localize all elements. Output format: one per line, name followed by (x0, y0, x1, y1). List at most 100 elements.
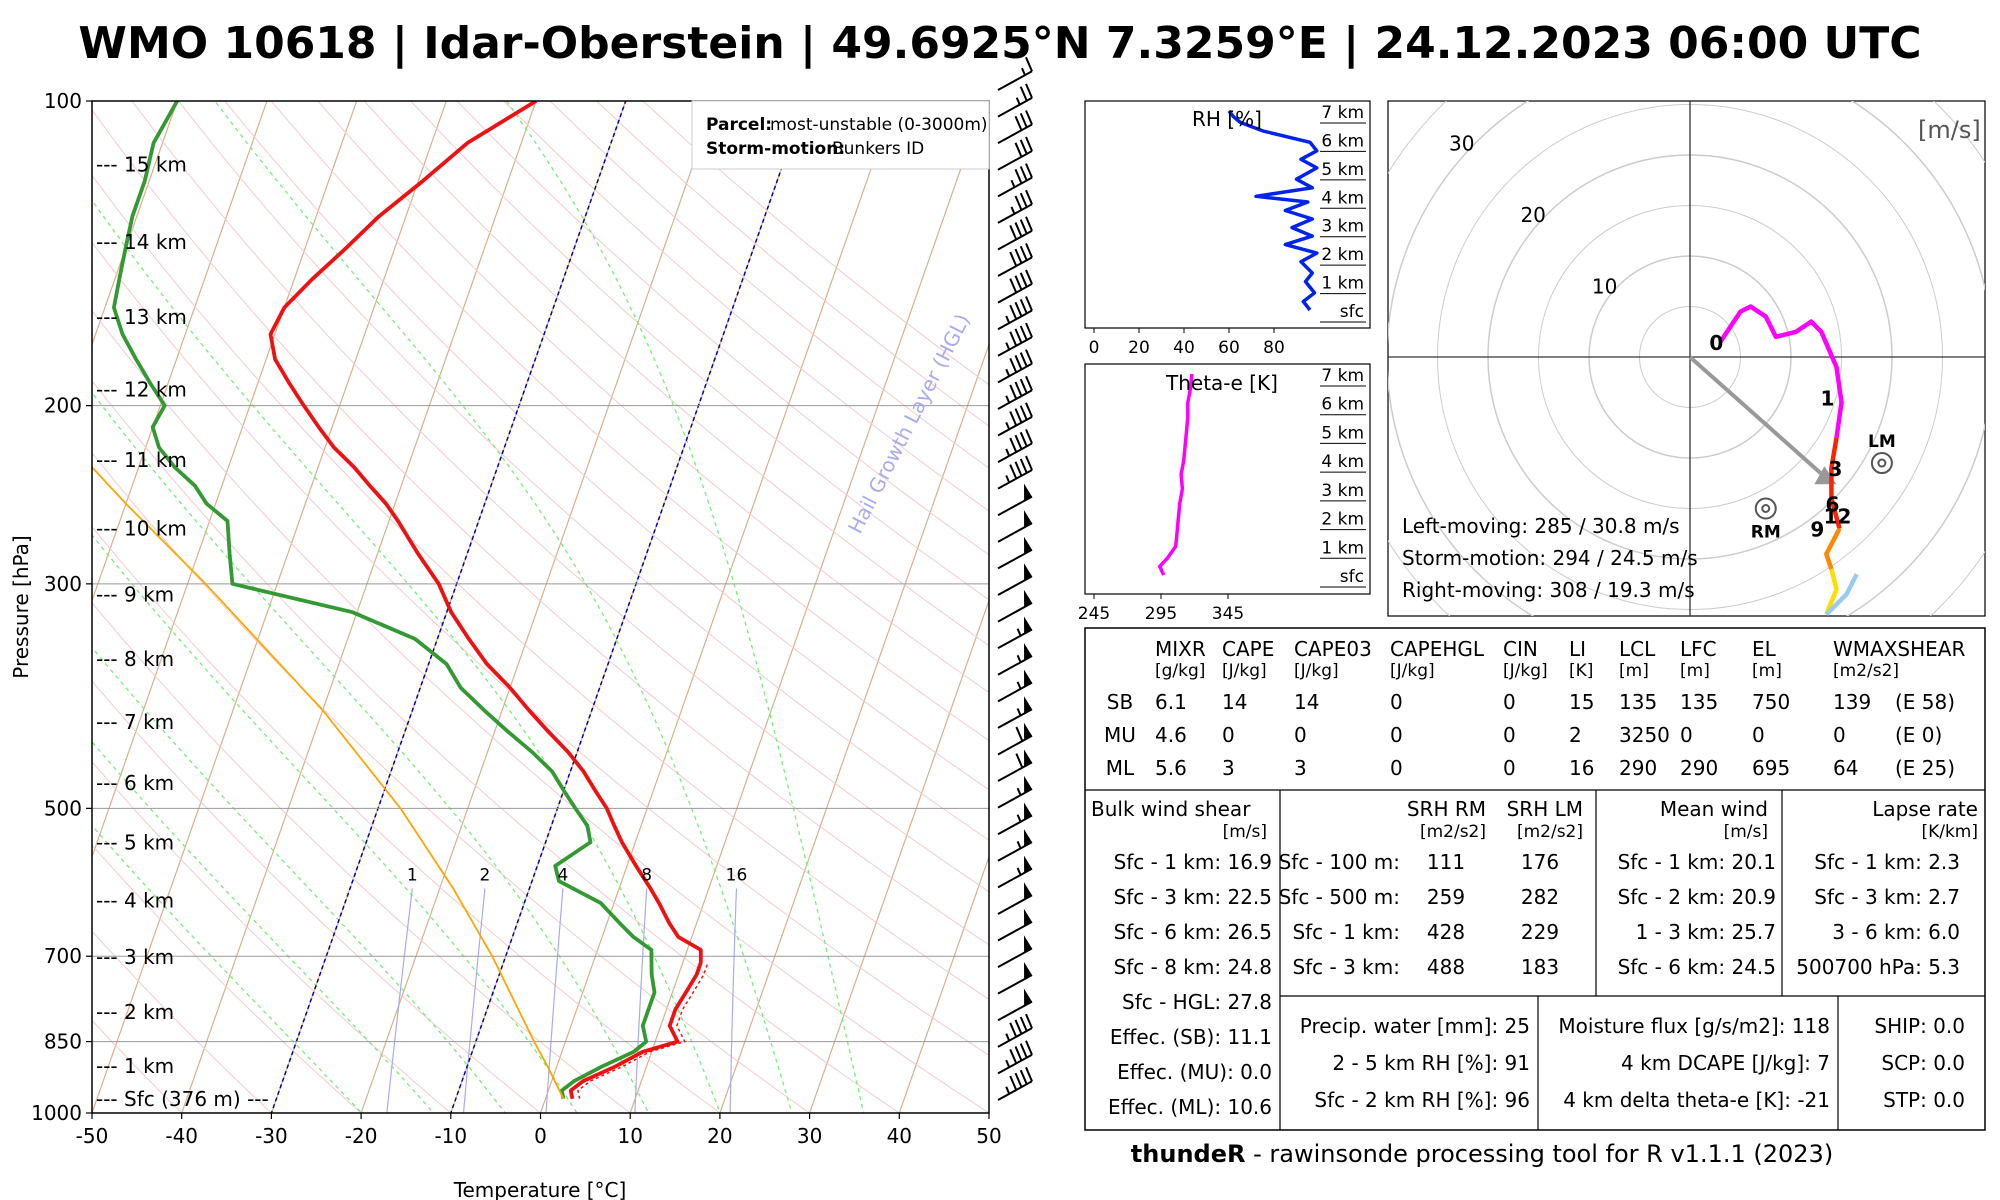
barb-full (1015, 753, 1024, 769)
dry-adiabat (92, 109, 989, 946)
barb-flag (1024, 589, 1032, 608)
dry-adiabat (92, 309, 989, 1113)
wind-barb (997, 669, 1033, 703)
parcel-legend: Parcel: most-unstable (0-3000m) Storm-mo… (691, 100, 990, 170)
bulk-shear-row: Sfc - 1 km: 16.9 (1114, 850, 1272, 874)
height-label: --- 8 km (96, 647, 174, 671)
y-tick-label: 700 (44, 944, 82, 968)
mixing-ratio-line (462, 888, 486, 1113)
x-tick-label: 0 (534, 1124, 547, 1148)
param-header: CIN (1503, 637, 1538, 661)
mixing-ratio-label: 1 (407, 865, 418, 885)
y-tick-label: 1000 (31, 1101, 82, 1125)
x-tick-label: 10 (617, 1124, 642, 1148)
parcel-legend-value: most-unstable (0-3000m) (770, 115, 988, 135)
barb-flag (1024, 829, 1032, 847)
barb-shaft (997, 655, 1033, 676)
flux-row: Moisture flux [g/s/m2]: 118 (1558, 1014, 1830, 1038)
barb-flag (1024, 563, 1032, 581)
mixing-ratio-line (634, 888, 648, 1113)
hodograph-segment (1824, 568, 1839, 616)
barb-half (1005, 315, 1011, 324)
barb-flag (1024, 643, 1032, 661)
srh-lm-header: SRH LM (1507, 797, 1583, 821)
height-label: 3 km (1321, 481, 1364, 501)
mean-wind-row: Sfc - 2 km: 20.9 (1618, 885, 1776, 909)
lapse-rate-row: 3 - 6 km: 6.0 (1832, 920, 1960, 944)
hodograph-unit: [m/s] (1918, 116, 1981, 144)
param-value: 0 (1222, 723, 1235, 747)
wind-barb (997, 536, 1033, 570)
composite-row: SHIP: 0.0 (1874, 1014, 1965, 1038)
height-label: 4 km (1321, 452, 1364, 472)
theta-e-label: Theta-e [K] (1165, 371, 1278, 395)
barb-shaft (997, 229, 1033, 251)
barb-flag (1024, 669, 1032, 687)
barb-half (1021, 67, 1026, 76)
wind-barb (997, 1013, 1033, 1048)
barb-shaft (997, 575, 1033, 596)
param-header: LCL (1619, 637, 1656, 661)
barb-shaft (997, 70, 1033, 91)
barb-shaft (997, 681, 1033, 703)
param-header: WMAXSHEAR (1833, 637, 1965, 661)
barb-full (1014, 1046, 1023, 1061)
barb-full (1014, 408, 1023, 424)
height-label: 1 km (1321, 538, 1364, 558)
height-label: --- 10 km (96, 516, 187, 540)
barb-half (1005, 475, 1011, 483)
wind-barb (997, 935, 1033, 968)
barb-half (1005, 368, 1011, 377)
height-label: --- Sfc (376 m) --- (96, 1087, 269, 1111)
isotherm (629, 101, 986, 1113)
mixing-ratio-label: 4 (558, 865, 569, 885)
rm-marker-dot (1761, 504, 1771, 513)
wind-barb (997, 829, 1033, 862)
barb-shaft (997, 1000, 1033, 1022)
parcel-legend-label: Parcel: (706, 115, 772, 135)
param-value: (E 0) (1895, 723, 1942, 747)
bulk-shear-unit: [m/s] (1223, 822, 1267, 842)
barb-full (1025, 1013, 1033, 1029)
lm-label: LM (1868, 432, 1896, 452)
barb-full (1019, 166, 1028, 181)
barb-full (1025, 429, 1033, 444)
barb-shaft (997, 867, 1033, 889)
barb-full (1019, 272, 1028, 288)
wind-barb (997, 1066, 1033, 1101)
param-value: 5.6 (1155, 756, 1187, 780)
barb-half (1005, 1033, 1011, 1042)
barb-full (1025, 110, 1033, 125)
srh-rm-value: 428 (1427, 920, 1465, 944)
footer-text: - rawinsonde processing tool for R v1.1.… (1245, 1140, 1834, 1168)
lapse-rate-unit: [K/km] (1921, 822, 1978, 842)
param-value: 14 (1222, 690, 1247, 714)
barb-half (1016, 708, 1022, 716)
x-tick-label: 40 (1173, 338, 1195, 358)
barb-shaft (997, 362, 1033, 384)
barb-full (1019, 245, 1028, 261)
barb-shaft (997, 974, 1033, 995)
barb-full (1009, 251, 1018, 267)
param-value: 0 (1390, 690, 1403, 714)
barb-half (1005, 395, 1011, 404)
flux-row: 4 km delta theta-e [K]: -21 (1563, 1088, 1830, 1112)
ring-label: 10 (1592, 275, 1617, 299)
barb-full (1019, 458, 1028, 474)
bulk-shear-row: Sfc - 6 km: 26.5 (1114, 920, 1272, 944)
dry-adiabat (270, 101, 989, 742)
barb-full (1019, 431, 1028, 447)
theta-e-frame (1084, 363, 1371, 595)
param-unit: [J/kg] (1503, 661, 1548, 681)
dry-adiabat (92, 380, 901, 1113)
barb-shaft (997, 1053, 1033, 1075)
dry-adiabat (92, 680, 542, 1113)
barb-half (1016, 654, 1022, 663)
wind-barb (997, 455, 1033, 490)
height-label: --- 1 km (96, 1054, 174, 1078)
param-value: 3 (1294, 756, 1307, 780)
moisture-row: Precip. water [mm]: 25 (1300, 1014, 1530, 1038)
moist-adiabat (506, 101, 865, 1113)
height-label: --- 9 km (96, 583, 174, 607)
srh-layer: Sfc - 500 m: (1279, 885, 1400, 909)
